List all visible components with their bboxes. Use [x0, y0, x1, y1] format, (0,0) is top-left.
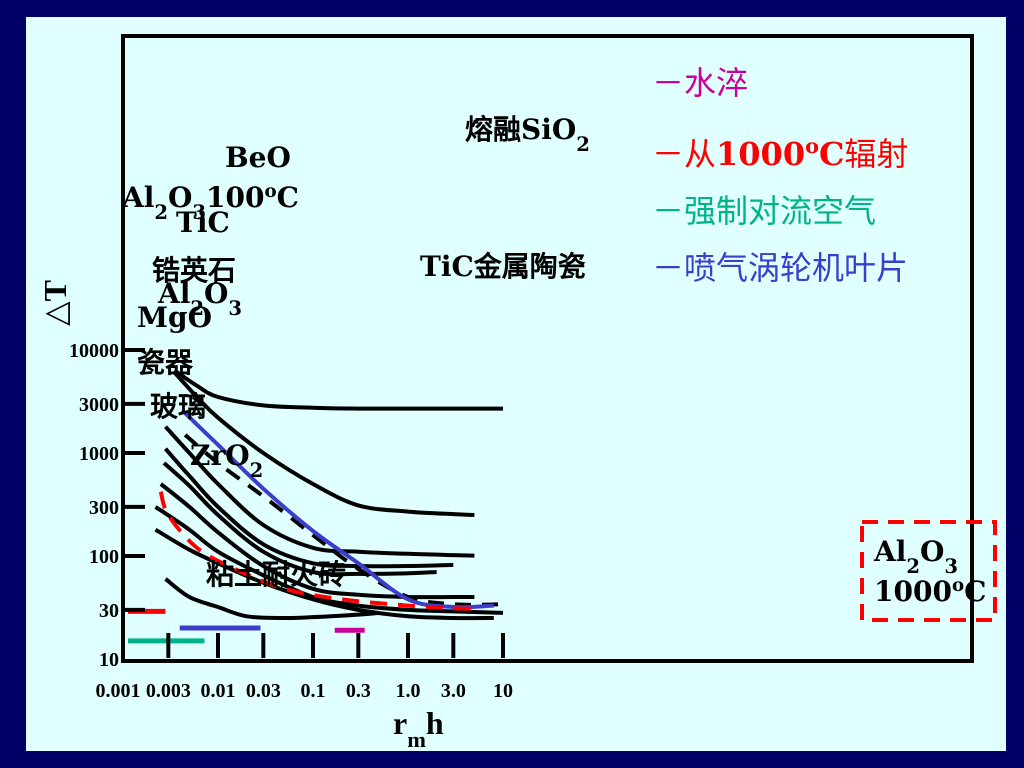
curve-label-part: O	[204, 277, 228, 310]
curve-label-tic-cermet: TiC金属陶瓷	[420, 250, 586, 283]
legend-part: C	[819, 135, 844, 173]
y-tick-label: 10000	[69, 340, 119, 362]
curve-zro2	[164, 577, 380, 621]
x-tick-label: 0.01	[201, 680, 236, 702]
curve-labels: 熔融SiO2BeOAl2O3100oCTiC锆英石Al2O3MgO瓷器玻璃ZrO…	[121, 113, 986, 608]
curve-label-beo: BeO	[225, 141, 291, 174]
curve-label-part: 2	[154, 201, 168, 224]
al2o3-1000c-highlight-box	[860, 520, 997, 622]
curve-label-part: 瓷器	[137, 346, 194, 379]
curve-label-part: C	[964, 575, 986, 608]
x-tick-label: 0.3	[346, 680, 371, 702]
y-tick-label: 30	[99, 600, 119, 622]
legend-part: －从	[652, 135, 716, 173]
curve-label-part: 100	[206, 181, 264, 214]
curve-label-part: 粘土耐火砖	[206, 558, 346, 591]
curve-label-part: C	[277, 181, 299, 214]
curve-label-al2o3-100: Al2O3100oC	[121, 181, 299, 224]
curve-label-part: TiC	[176, 206, 230, 239]
y-tick-label: 100	[89, 546, 119, 568]
legend: －水淬 －从1000oC辐射 －强制对流空气 －喷气涡轮机叶片	[652, 64, 908, 287]
y-tick-label: 1000	[79, 443, 119, 465]
curve-label-part: ZrO	[190, 439, 250, 472]
y-tick-label: 10	[99, 649, 119, 671]
x-ticks: 0.001 0.003 0.01 0.03 0.1 0.3 1.0 3.0 10	[96, 633, 513, 702]
curve-label-part: 3	[944, 555, 958, 578]
x-tick-label: 0.1	[301, 680, 326, 702]
x-tick-label: 10	[493, 680, 513, 702]
y-tick-label: 300	[89, 497, 119, 519]
x-tick-label: 1.0	[396, 680, 421, 702]
x-tick-label: 0.03	[246, 680, 281, 702]
x-tick-label: 0.003	[146, 680, 191, 702]
curve-al2o3-100oc	[183, 433, 504, 607]
curve-label-part: O	[168, 181, 192, 214]
curve-series	[154, 527, 494, 621]
curve-label-part: TiC金属陶瓷	[420, 250, 586, 283]
legend-part: －喷气涡轮机叶片	[652, 249, 908, 287]
curve-label-zro2: ZrO2	[190, 439, 263, 482]
curve-label-part: 熔融SiO	[465, 113, 576, 146]
legend-item: －水淬	[652, 64, 748, 102]
curve-label-part: O	[920, 535, 944, 568]
curve-label-sio2: 熔融SiO2	[465, 113, 590, 156]
legend-item: －喷气涡轮机叶片	[652, 249, 908, 287]
legend-part: －强制对流空气	[652, 192, 876, 230]
curve-label-firebrick: 粘土耐火砖	[206, 558, 346, 591]
plot-frame	[121, 34, 974, 663]
legend-item: －强制对流空气	[652, 192, 876, 230]
curve-label-part: Al	[873, 535, 906, 568]
curve-label-part: 2	[250, 459, 264, 482]
curve-sio2	[174, 369, 503, 411]
curve-label-part: 锆英石	[152, 254, 236, 287]
curve-label-glass: 玻璃	[150, 390, 206, 423]
curve-series	[154, 505, 504, 615]
curve-al2o3-1000oc	[158, 491, 482, 611]
curve-label-porcelain: 瓷器	[137, 346, 194, 379]
curve-label-part: MgO	[137, 301, 212, 334]
x-axis-title-part: h	[426, 705, 444, 741]
legend-part: o	[805, 133, 819, 158]
y-axis-title: △T	[37, 280, 73, 326]
curve-label-part: Al	[121, 181, 154, 214]
curve-label-zircon: 锆英石	[152, 254, 236, 287]
legend-part: 1000	[716, 135, 805, 173]
curve-label-al2o3: Al2O3	[157, 277, 242, 320]
curve-label-part: 2	[190, 297, 204, 320]
curve-label-part: 3	[192, 201, 206, 224]
curve-tic	[164, 425, 475, 558]
curve-label-al2o3-1000-b: 1000oC	[874, 575, 986, 609]
curve-label-part: o	[265, 181, 277, 202]
curve-al2o3	[162, 461, 437, 577]
curve-mgo	[159, 482, 475, 600]
curve-series	[163, 447, 454, 569]
y-tick-label: 3000	[79, 394, 119, 416]
curve-beo	[172, 370, 475, 517]
legend-part: 辐射	[844, 135, 908, 173]
x-axis-title-part: r	[393, 705, 407, 741]
curve-label-part: BeO	[225, 141, 291, 174]
curve-label-mgo: MgO	[137, 301, 212, 334]
curve-label-part: Al	[157, 277, 190, 310]
x-tick-label: 3.0	[441, 680, 466, 702]
x-axis-title: rmh	[393, 705, 444, 752]
curve-label-al2o3-1000-a: Al2O3	[873, 535, 958, 578]
legend-part: －水淬	[652, 64, 748, 102]
curve-label-tic: TiC	[176, 206, 230, 239]
curves	[154, 369, 504, 621]
curve-label-part: 3	[228, 297, 242, 320]
legend-item: －从1000oC辐射	[652, 133, 908, 174]
curve-label-part: 1000	[874, 575, 952, 608]
curve-label-part: o	[952, 575, 964, 596]
curve-label-part: 2	[576, 133, 590, 156]
curve-label-part: 2	[906, 555, 920, 578]
curve-label-part: 玻璃	[150, 390, 206, 423]
y-ticks: 10 30 100 300 1000 3000 10000	[69, 340, 145, 671]
curve-tic	[180, 408, 494, 610]
x-tick-label: 0.001	[96, 680, 141, 702]
x-axis-title-part: m	[407, 727, 426, 752]
